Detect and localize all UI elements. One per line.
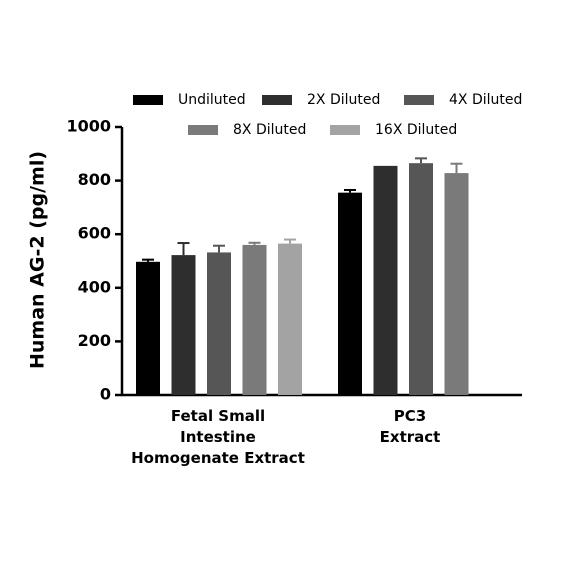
x-tick-label: Fetal Small Intestine Homogenate Extract — [131, 407, 305, 467]
legend-swatch — [262, 95, 292, 105]
y-tick-label: 400 — [78, 277, 111, 296]
x-tick-label: PC3 Extract — [379, 407, 441, 446]
y-tick-label: 0 — [100, 385, 111, 404]
y-tick-label: 1000 — [66, 117, 111, 136]
legend-swatch — [133, 95, 163, 105]
bar — [444, 173, 469, 395]
legend-label: Undiluted — [178, 92, 246, 108]
legend-swatch — [404, 95, 434, 105]
legend-swatch — [330, 125, 360, 135]
bar — [242, 244, 267, 395]
y-tick-label: 800 — [78, 170, 111, 189]
bar — [373, 165, 398, 395]
y-axis-label: Human AG-2 (pg/ml) — [27, 151, 49, 369]
legend-swatch — [188, 125, 218, 135]
legend-label: 4X Diluted — [449, 92, 522, 108]
y-tick-label: 600 — [78, 224, 111, 243]
legend-label: 16X Diluted — [375, 122, 457, 138]
bar — [278, 243, 302, 395]
legend-label: 2X Diluted — [307, 92, 380, 108]
legend-label: 8X Diluted — [233, 122, 306, 138]
y-tick-label: 200 — [78, 331, 111, 350]
bar — [136, 261, 160, 395]
bar — [409, 163, 433, 395]
bar — [207, 252, 231, 395]
bar — [171, 255, 196, 395]
bar — [338, 192, 362, 395]
